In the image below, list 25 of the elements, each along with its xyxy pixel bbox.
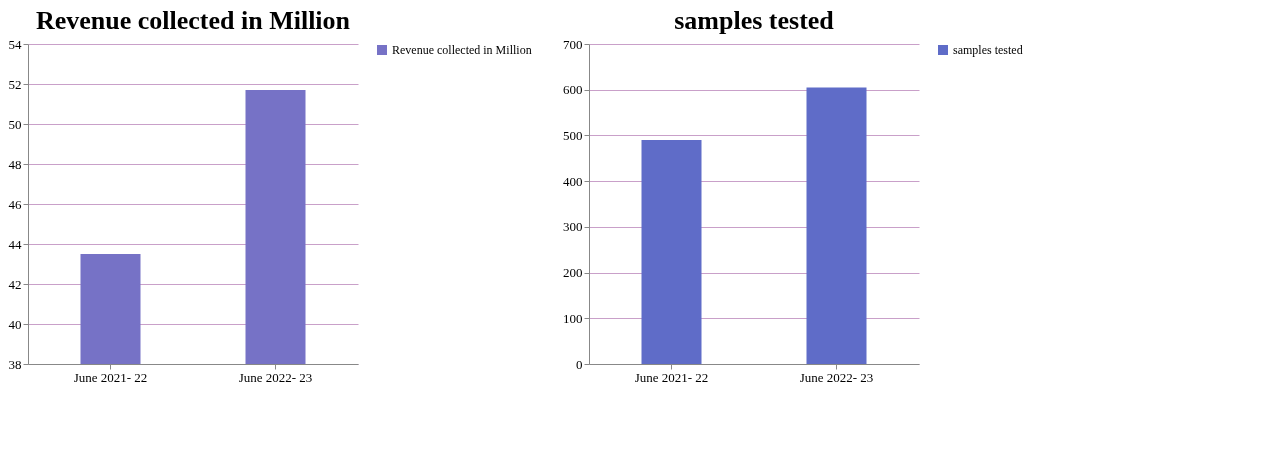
y-tick-label: 38 <box>8 356 22 372</box>
y-tick-label: 52 <box>8 76 22 92</box>
y-tick-label: 700 <box>563 36 583 52</box>
y-tick-label: 46 <box>8 196 22 212</box>
legend-label: Revenue collected in Million <box>392 43 532 57</box>
x-tick-label: June 2021- 22 <box>634 369 709 385</box>
chart-title: samples tested <box>674 6 835 35</box>
y-tick-label: 40 <box>8 316 22 332</box>
y-tick-label: 42 <box>8 276 22 292</box>
y-tick-label: 48 <box>8 156 22 172</box>
y-tick-label: 50 <box>8 116 22 132</box>
y-tick-label: 44 <box>8 236 22 252</box>
x-tick-label: June 2022- 23 <box>238 369 313 385</box>
y-tick-label: 300 <box>563 219 583 235</box>
chart-title: Revenue collected in Million <box>35 6 351 35</box>
x-tick-label: June 2021- 22 <box>73 369 148 385</box>
y-tick-label: 600 <box>563 82 583 98</box>
legend-label: samples tested <box>953 43 1023 57</box>
y-tick-label: 54 <box>8 36 22 52</box>
y-tick-label: 400 <box>563 173 583 189</box>
y-tick-label: 500 <box>563 127 583 143</box>
y-tick-label: 0 <box>576 356 583 372</box>
y-tick-label: 200 <box>563 265 583 281</box>
x-tick-label: June 2022- 23 <box>799 369 874 385</box>
y-tick-label: 100 <box>563 310 583 326</box>
